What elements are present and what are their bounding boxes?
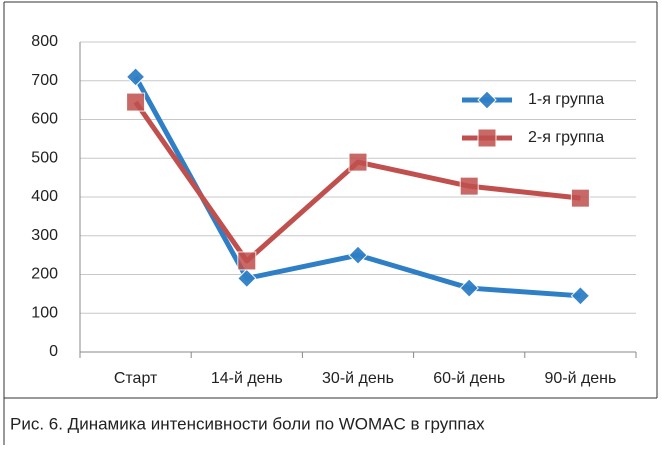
y-tick-label: 0 bbox=[49, 343, 58, 360]
data-point bbox=[348, 152, 368, 172]
x-tick-label: 30-й день bbox=[322, 370, 394, 387]
legend-label: 2-я группа bbox=[528, 129, 604, 146]
y-tick-label: 800 bbox=[31, 33, 58, 50]
data-point bbox=[348, 245, 368, 265]
data-point bbox=[570, 188, 590, 208]
data-point bbox=[125, 67, 146, 87]
data-point bbox=[459, 278, 479, 298]
data-point bbox=[126, 92, 146, 112]
y-tick-label: 200 bbox=[31, 266, 58, 283]
legend-label: 1-я группа bbox=[528, 91, 604, 108]
legend-marker bbox=[477, 128, 497, 148]
y-tick-label: 400 bbox=[31, 188, 58, 205]
y-tick-label: 700 bbox=[31, 72, 58, 89]
legend-marker bbox=[477, 90, 497, 110]
y-tick-label: 500 bbox=[31, 149, 58, 166]
y-tick-label: 300 bbox=[31, 227, 58, 244]
x-tick-label: 14-й день bbox=[211, 370, 283, 387]
y-tick-label: 100 bbox=[31, 304, 58, 321]
series-line bbox=[133, 100, 581, 264]
y-tick-label: 600 bbox=[31, 111, 58, 128]
x-tick-label: 90-й день bbox=[544, 370, 616, 387]
x-tick-label: 60-й день bbox=[433, 370, 505, 387]
data-point bbox=[570, 286, 591, 306]
caption: Рис. 6. Динамика интенсивности боли по W… bbox=[10, 414, 485, 433]
data-point bbox=[237, 251, 257, 271]
data-point bbox=[459, 176, 479, 196]
x-tick-label: Старт bbox=[114, 370, 158, 387]
data-point bbox=[237, 268, 257, 289]
